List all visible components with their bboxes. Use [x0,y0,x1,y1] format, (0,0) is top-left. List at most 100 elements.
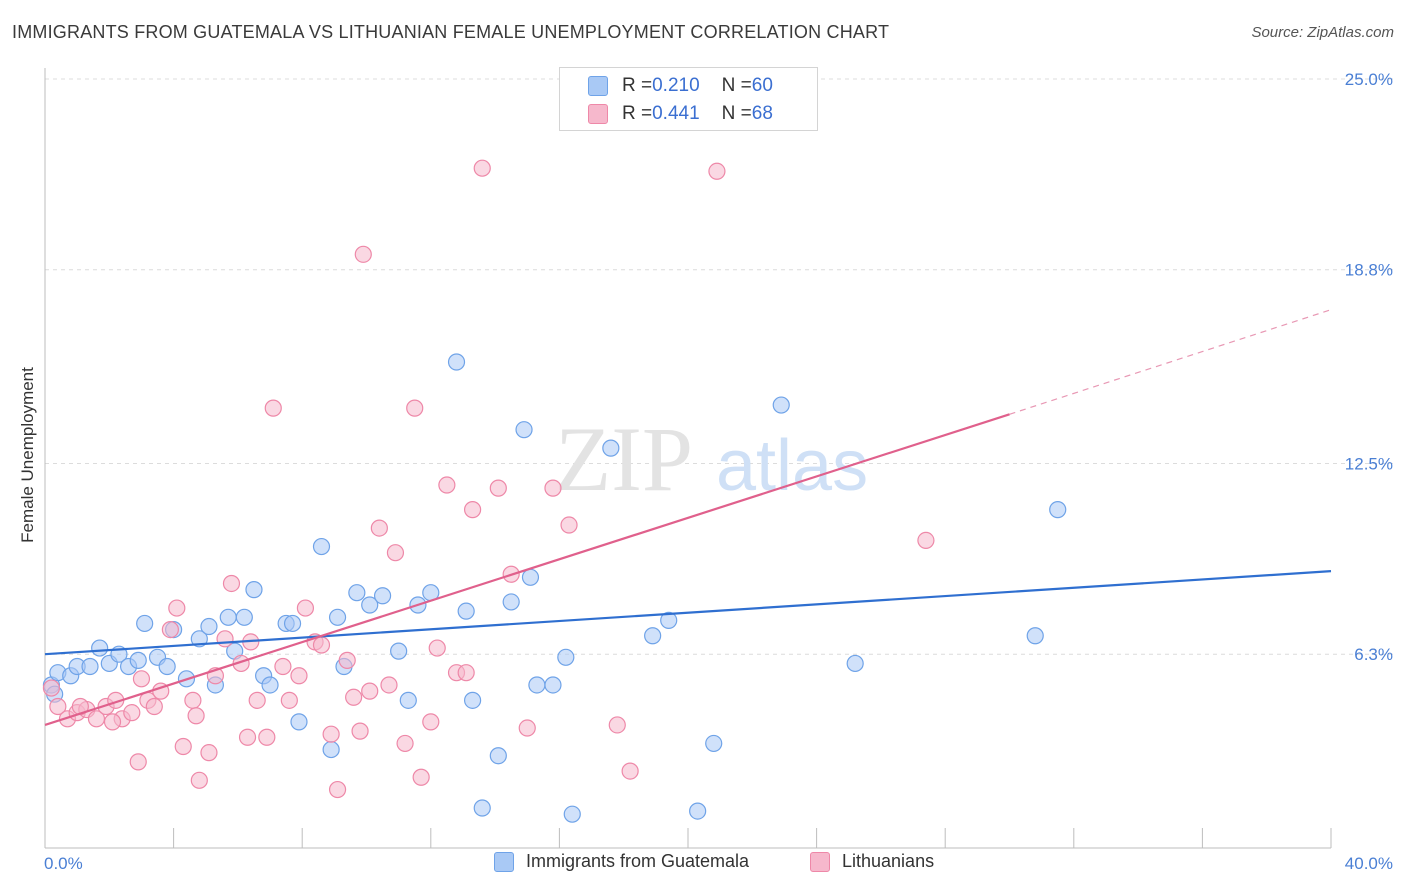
data-point [103,713,122,731]
series-lithuanians-points [42,159,935,799]
y-tick-label: 25.0% [1345,70,1393,89]
legend-n-label: N = [721,103,752,124]
data-point [322,725,340,743]
data-point [660,611,678,629]
data-point [563,805,581,823]
trend-line-guatemala [44,570,1332,656]
bottom-legend-swatch-guatemala [494,851,514,872]
data-point [168,599,186,617]
data-point [174,737,192,756]
legend-swatch-lithuanians [588,104,608,124]
data-point [370,519,388,537]
bottom-legend-guatemala: Immigrants from Guatemala [494,851,749,872]
data-point [184,691,202,709]
data-point [608,716,626,734]
data-point [136,614,154,633]
data-point [380,676,398,694]
data-point [338,651,356,669]
data-point [489,747,507,765]
data-point [473,159,491,177]
data-point [283,614,302,633]
legend-row-guatemala: R = 0.210 N = 60 [560,73,773,99]
data-point [399,691,417,709]
correlation-legend: R = 0.210 N = 60 R = 0.441 N = 68 [559,67,818,131]
data-point [544,676,562,694]
data-point [846,654,864,673]
data-point [560,516,578,534]
data-point [644,627,662,645]
data-point [521,568,540,586]
data-point [328,608,347,626]
data-point [238,728,257,746]
data-point [219,608,237,626]
data-point [129,651,147,669]
data-point [515,421,533,439]
data-point [280,691,298,709]
data-point [373,587,392,605]
data-point [917,531,935,550]
y-tick-label: 6.3% [1354,645,1393,664]
trend-line-lithuanians-extension [1009,309,1332,415]
data-point [361,596,379,614]
data-point [396,734,414,753]
data-point [422,713,440,731]
axes [44,68,1332,849]
bottom-legend-lithuanians: Lithuanians [810,851,934,872]
data-point [312,537,331,556]
data-point [258,728,276,746]
data-point [145,697,163,716]
data-point [621,762,639,780]
data-point [312,636,331,654]
legend-r-value: 0.441 [652,103,700,124]
data-point [132,670,151,688]
data-point [87,710,106,728]
x-tick-label-min: 0.0% [44,854,83,873]
y-tick-labels: 6.3% 12.5% 18.8% 25.0% [1345,70,1393,664]
data-point [200,744,218,762]
data-point [406,399,424,417]
legend-row-lithuanians: R = 0.441 N = 68 [560,101,773,127]
data-point [772,396,790,414]
data-point [222,574,241,593]
data-point [463,501,482,519]
legend-r-label: R = [622,103,653,124]
legend-r-value: 0.210 [652,75,700,96]
watermark-zip: ZIP [555,408,693,510]
legend-n-label: N = [721,75,752,96]
data-point [447,353,466,371]
watermark: ZIP atlas [555,408,868,510]
data-point [129,753,147,771]
data-point [345,688,363,706]
data-point [248,691,266,709]
data-point [489,479,507,497]
bottom-legend-label-guatemala: Immigrants from Guatemala [526,851,750,871]
data-point [348,584,366,602]
data-point [457,664,475,682]
trend-line-lithuanians [44,413,1010,727]
data-point [518,719,536,737]
data-point [123,704,141,722]
data-point [457,602,475,620]
x-tick-label-max: 40.0% [1345,854,1393,873]
data-point [264,399,282,417]
data-point [386,544,405,562]
y-tick-label: 18.8% [1345,261,1393,280]
y-axis-title: Female Unemployment [18,367,37,543]
data-point [351,722,369,740]
legend-swatch-guatemala [588,76,608,96]
bottom-legend-swatch-lithuanians [810,851,830,872]
data-point [161,621,179,639]
data-point [190,630,208,648]
data-point [705,734,723,753]
data-point [49,697,67,716]
data-point [438,476,456,494]
data-point [274,657,292,676]
data-point [290,713,308,731]
watermark-atlas: atlas [716,426,868,506]
data-point [354,245,372,263]
data-point [322,740,340,759]
data-point [216,630,234,648]
data-point [190,771,208,789]
data-point [689,802,707,820]
data-point [42,679,61,697]
